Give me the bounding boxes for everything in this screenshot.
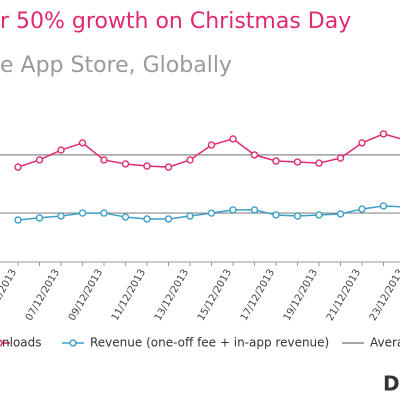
legend-label: Avera [370,336,400,350]
x-tick-label: 23/12/2013 [368,268,400,323]
chart-subtitle: e App Store, Globally [0,53,232,78]
legend-label: Revenue (one-off fee + in-app revenue) [90,336,329,350]
data-point [186,156,194,164]
data-point [207,141,216,149]
x-tick-label: 13/12/2013 [153,268,191,323]
data-point [315,159,323,167]
data-point [57,146,65,154]
data-point [229,135,237,143]
data-point [164,163,173,171]
chart-title: r 50% growth on Christmas Day [0,9,351,34]
data-point [143,215,151,223]
x-tick-label: 09/12/2013 [67,268,105,323]
data-point [315,211,323,219]
data-point [358,205,366,213]
data-point [143,162,151,170]
x-tick-label: 11/12/2013 [110,268,148,323]
x-tick-label: /12/2013 [0,268,19,312]
data-point [358,139,366,147]
legend-marker [69,339,77,347]
x-tick-label: 19/12/2013 [282,268,320,323]
data-point [35,214,44,222]
data-point [14,216,22,224]
data-point [272,157,280,165]
data-point [272,211,280,219]
x-tick-label: 17/12/2013 [239,268,277,323]
data-point [186,212,194,220]
data-point [379,130,388,138]
data-point [207,209,216,217]
data-point [100,209,108,217]
logo: D [383,372,400,396]
data-point [379,202,388,210]
x-tick-label: 15/12/2013 [196,268,234,323]
x-tick-label: 21/12/2013 [325,268,363,323]
data-point [250,151,259,159]
data-point [229,206,237,214]
data-point [293,158,302,166]
series-line [17,133,400,168]
data-point [293,212,302,220]
data-point [57,212,65,220]
data-point [78,209,87,217]
data-point [164,215,173,223]
legend-marker [0,339,3,347]
data-point [100,156,108,164]
data-point [78,139,87,147]
data-point [14,163,22,171]
data-point [35,156,44,164]
x-tick-label: 07/12/2013 [24,268,62,323]
data-point [336,154,345,162]
data-point [336,210,345,218]
data-point [121,213,130,221]
data-point [121,160,130,168]
data-point [250,206,259,214]
legend-label: nloads [2,336,42,350]
